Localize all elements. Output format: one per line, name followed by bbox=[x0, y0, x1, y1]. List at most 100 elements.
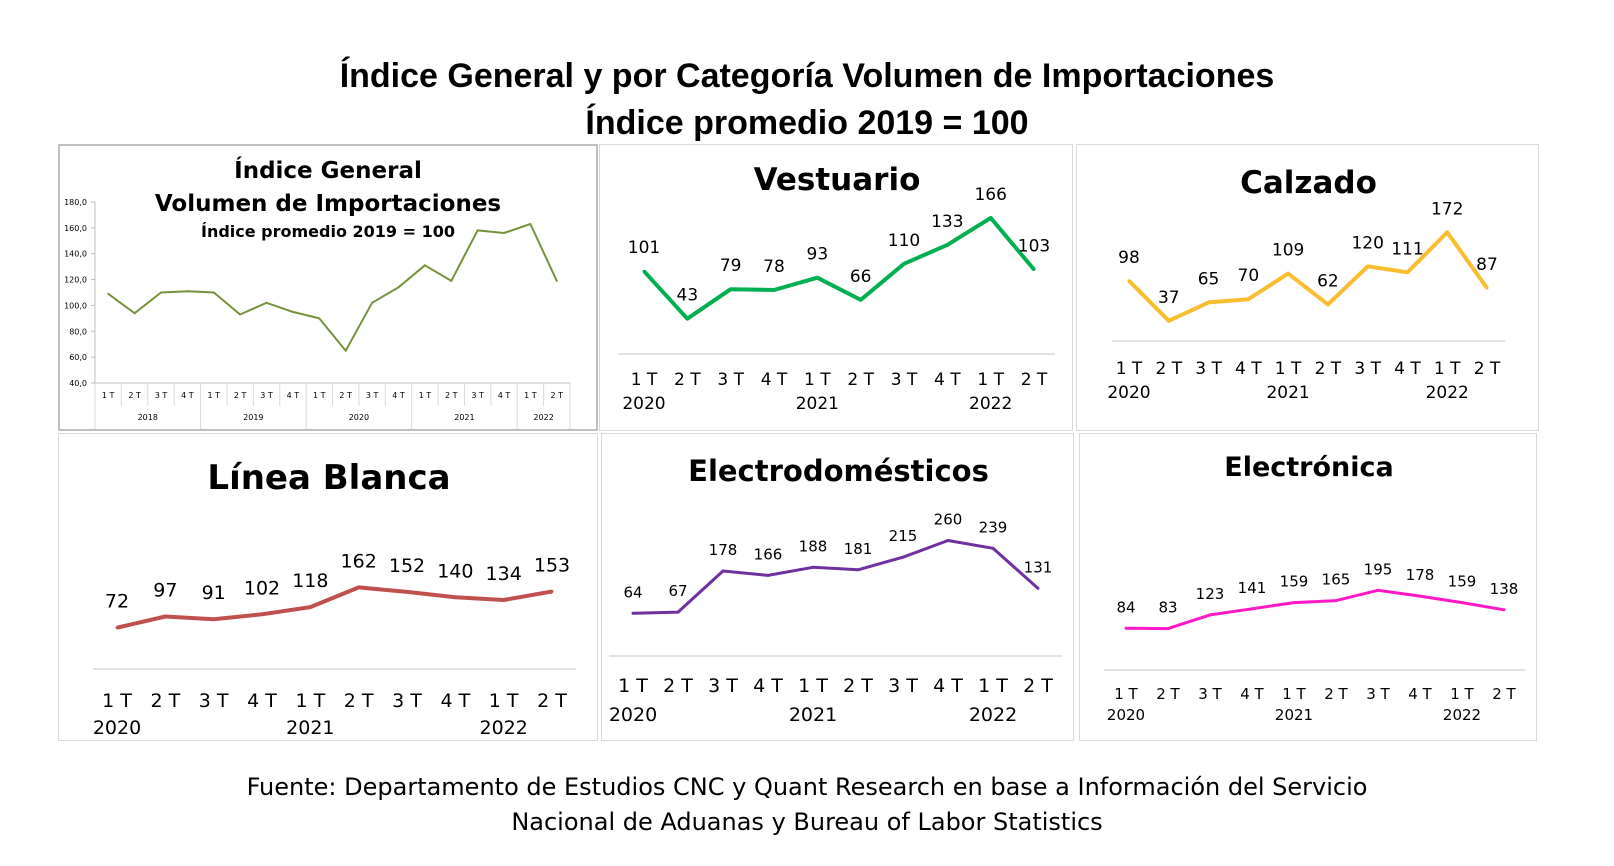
x-tick-label: 3 T bbox=[1366, 685, 1390, 703]
data-label: 215 bbox=[889, 527, 918, 545]
x-tick-label: 2 T bbox=[234, 391, 247, 400]
data-point bbox=[1127, 279, 1131, 283]
x-tick-label: 1 T bbox=[977, 370, 1004, 390]
data-point bbox=[946, 539, 950, 542]
main-title: Índice General y por Categoría Volumen d… bbox=[339, 57, 1275, 95]
data-label: 123 bbox=[1196, 585, 1225, 603]
data-point bbox=[186, 290, 189, 293]
data-point bbox=[397, 286, 400, 289]
data-label: 64 bbox=[623, 583, 642, 601]
data-label: 188 bbox=[799, 537, 828, 555]
data-point bbox=[1366, 264, 1370, 268]
chart-panel-electronica: Electrónica 84 83 123 141 159 165 195 178 159 138 1… bbox=[1079, 433, 1537, 741]
x-year-label: 2022 bbox=[969, 704, 1017, 726]
chart-svg-calzado: Calzado 98 37 65 70 109 62 120 111 172 87 1 T 2 T 3 T… bbox=[1107, 165, 1505, 403]
x-year-label: 2019 bbox=[243, 413, 263, 422]
chart-title: Línea Blanca bbox=[207, 458, 450, 498]
x-year-label: 2022 bbox=[969, 394, 1012, 414]
x-tick-label: 4 T bbox=[392, 391, 405, 400]
x-tick-label: 2 T bbox=[843, 675, 873, 697]
main-subtitle: Índice promedio 2019 = 100 bbox=[585, 104, 1029, 142]
data-point bbox=[1376, 588, 1380, 592]
source-note-line1: Fuente: Departamento de Estudios CNC y Q… bbox=[246, 773, 1368, 801]
x-tick-label: 2 T bbox=[1023, 675, 1053, 697]
data-label: 109 bbox=[1272, 241, 1304, 261]
x-tick-label: 4 T bbox=[1235, 359, 1262, 379]
y-tick-label: 100,0 bbox=[64, 301, 87, 310]
data-point bbox=[1460, 601, 1464, 605]
data-point bbox=[1502, 608, 1506, 612]
data-point bbox=[676, 610, 680, 614]
data-point bbox=[1166, 627, 1170, 631]
x-year-label: 2020 bbox=[622, 394, 665, 414]
data-point bbox=[1292, 601, 1296, 605]
x-tick-label: 1 T bbox=[1275, 359, 1302, 379]
x-tick-label: 2 T bbox=[537, 690, 567, 712]
data-label: 153 bbox=[534, 554, 570, 576]
data-point bbox=[212, 617, 216, 621]
x-tick-label: 3 T bbox=[891, 370, 918, 390]
x-tick-label: 2 T bbox=[1315, 359, 1342, 379]
x-tick-label: 2 T bbox=[339, 391, 352, 400]
data-point bbox=[901, 555, 905, 559]
data-point bbox=[550, 590, 554, 593]
data-label: 118 bbox=[292, 570, 328, 592]
data-label: 195 bbox=[1364, 560, 1393, 578]
series-line bbox=[1125, 588, 1505, 631]
data-label: 79 bbox=[720, 256, 742, 276]
data-point bbox=[991, 546, 995, 550]
x-tick-label: 1 T bbox=[419, 391, 432, 400]
y-tick-label: 140,0 bbox=[64, 250, 87, 259]
x-tick-label: 1 T bbox=[978, 675, 1008, 697]
source-note-line2: Nacional de Aduanas y Bureau of Labor St… bbox=[511, 808, 1103, 836]
series-line bbox=[632, 539, 1039, 615]
series-line bbox=[642, 215, 1036, 321]
y-tick-label: 60,0 bbox=[69, 353, 87, 362]
data-point bbox=[685, 317, 689, 321]
data-label: 260 bbox=[934, 511, 963, 529]
data-label: 178 bbox=[709, 541, 738, 559]
data-point bbox=[450, 279, 453, 282]
data-label: 43 bbox=[677, 286, 699, 306]
data-point bbox=[318, 317, 321, 320]
chart-panel-electrodomesticos: Electrodomésticos 64 67 178 166 188 181 215 260 2… bbox=[601, 433, 1074, 741]
x-tick-label: 1 T bbox=[524, 391, 537, 400]
data-point bbox=[453, 595, 457, 599]
data-point bbox=[212, 291, 215, 294]
chart-title: Electrodomésticos bbox=[688, 454, 989, 488]
x-tick-label: 3 T bbox=[199, 690, 229, 712]
x-tick-label: 2 T bbox=[1156, 685, 1180, 703]
data-point bbox=[405, 590, 409, 594]
data-label: 72 bbox=[105, 591, 129, 613]
x-year-label: 2021 bbox=[1266, 383, 1309, 403]
x-tick-label: 3 T bbox=[471, 391, 484, 400]
data-label: 120 bbox=[1351, 233, 1383, 253]
x-tick-label: 2 T bbox=[551, 391, 564, 400]
data-label: 37 bbox=[1158, 288, 1180, 308]
chart-svg-general: Índice General Volumen de Importaciones Ín… bbox=[64, 156, 571, 429]
data-point bbox=[107, 292, 110, 295]
x-tick-label: 2 T bbox=[847, 370, 874, 390]
data-label: 110 bbox=[888, 231, 920, 251]
data-label: 239 bbox=[979, 518, 1008, 536]
data-point bbox=[766, 573, 770, 577]
x-tick-label: 2 T bbox=[1492, 685, 1516, 703]
data-point bbox=[1286, 272, 1290, 276]
data-point bbox=[239, 313, 242, 316]
series-line bbox=[116, 585, 553, 630]
data-label: 102 bbox=[244, 577, 280, 599]
data-point bbox=[260, 612, 264, 616]
y-tick-label: 160,0 bbox=[64, 224, 87, 233]
x-tick-label: 2 T bbox=[344, 690, 374, 712]
x-tick-label: 3 T bbox=[260, 391, 273, 400]
data-point bbox=[529, 223, 532, 225]
data-point bbox=[371, 301, 374, 304]
data-point bbox=[1418, 594, 1422, 598]
data-label: 93 bbox=[807, 245, 829, 265]
data-label: 141 bbox=[1238, 579, 1267, 597]
x-tick-label: 2 T bbox=[1155, 359, 1182, 379]
data-label: 165 bbox=[1322, 571, 1351, 589]
x-tick-label: 4 T bbox=[181, 391, 194, 400]
x-year-label: 2022 bbox=[533, 413, 553, 422]
series-line bbox=[1127, 230, 1489, 323]
